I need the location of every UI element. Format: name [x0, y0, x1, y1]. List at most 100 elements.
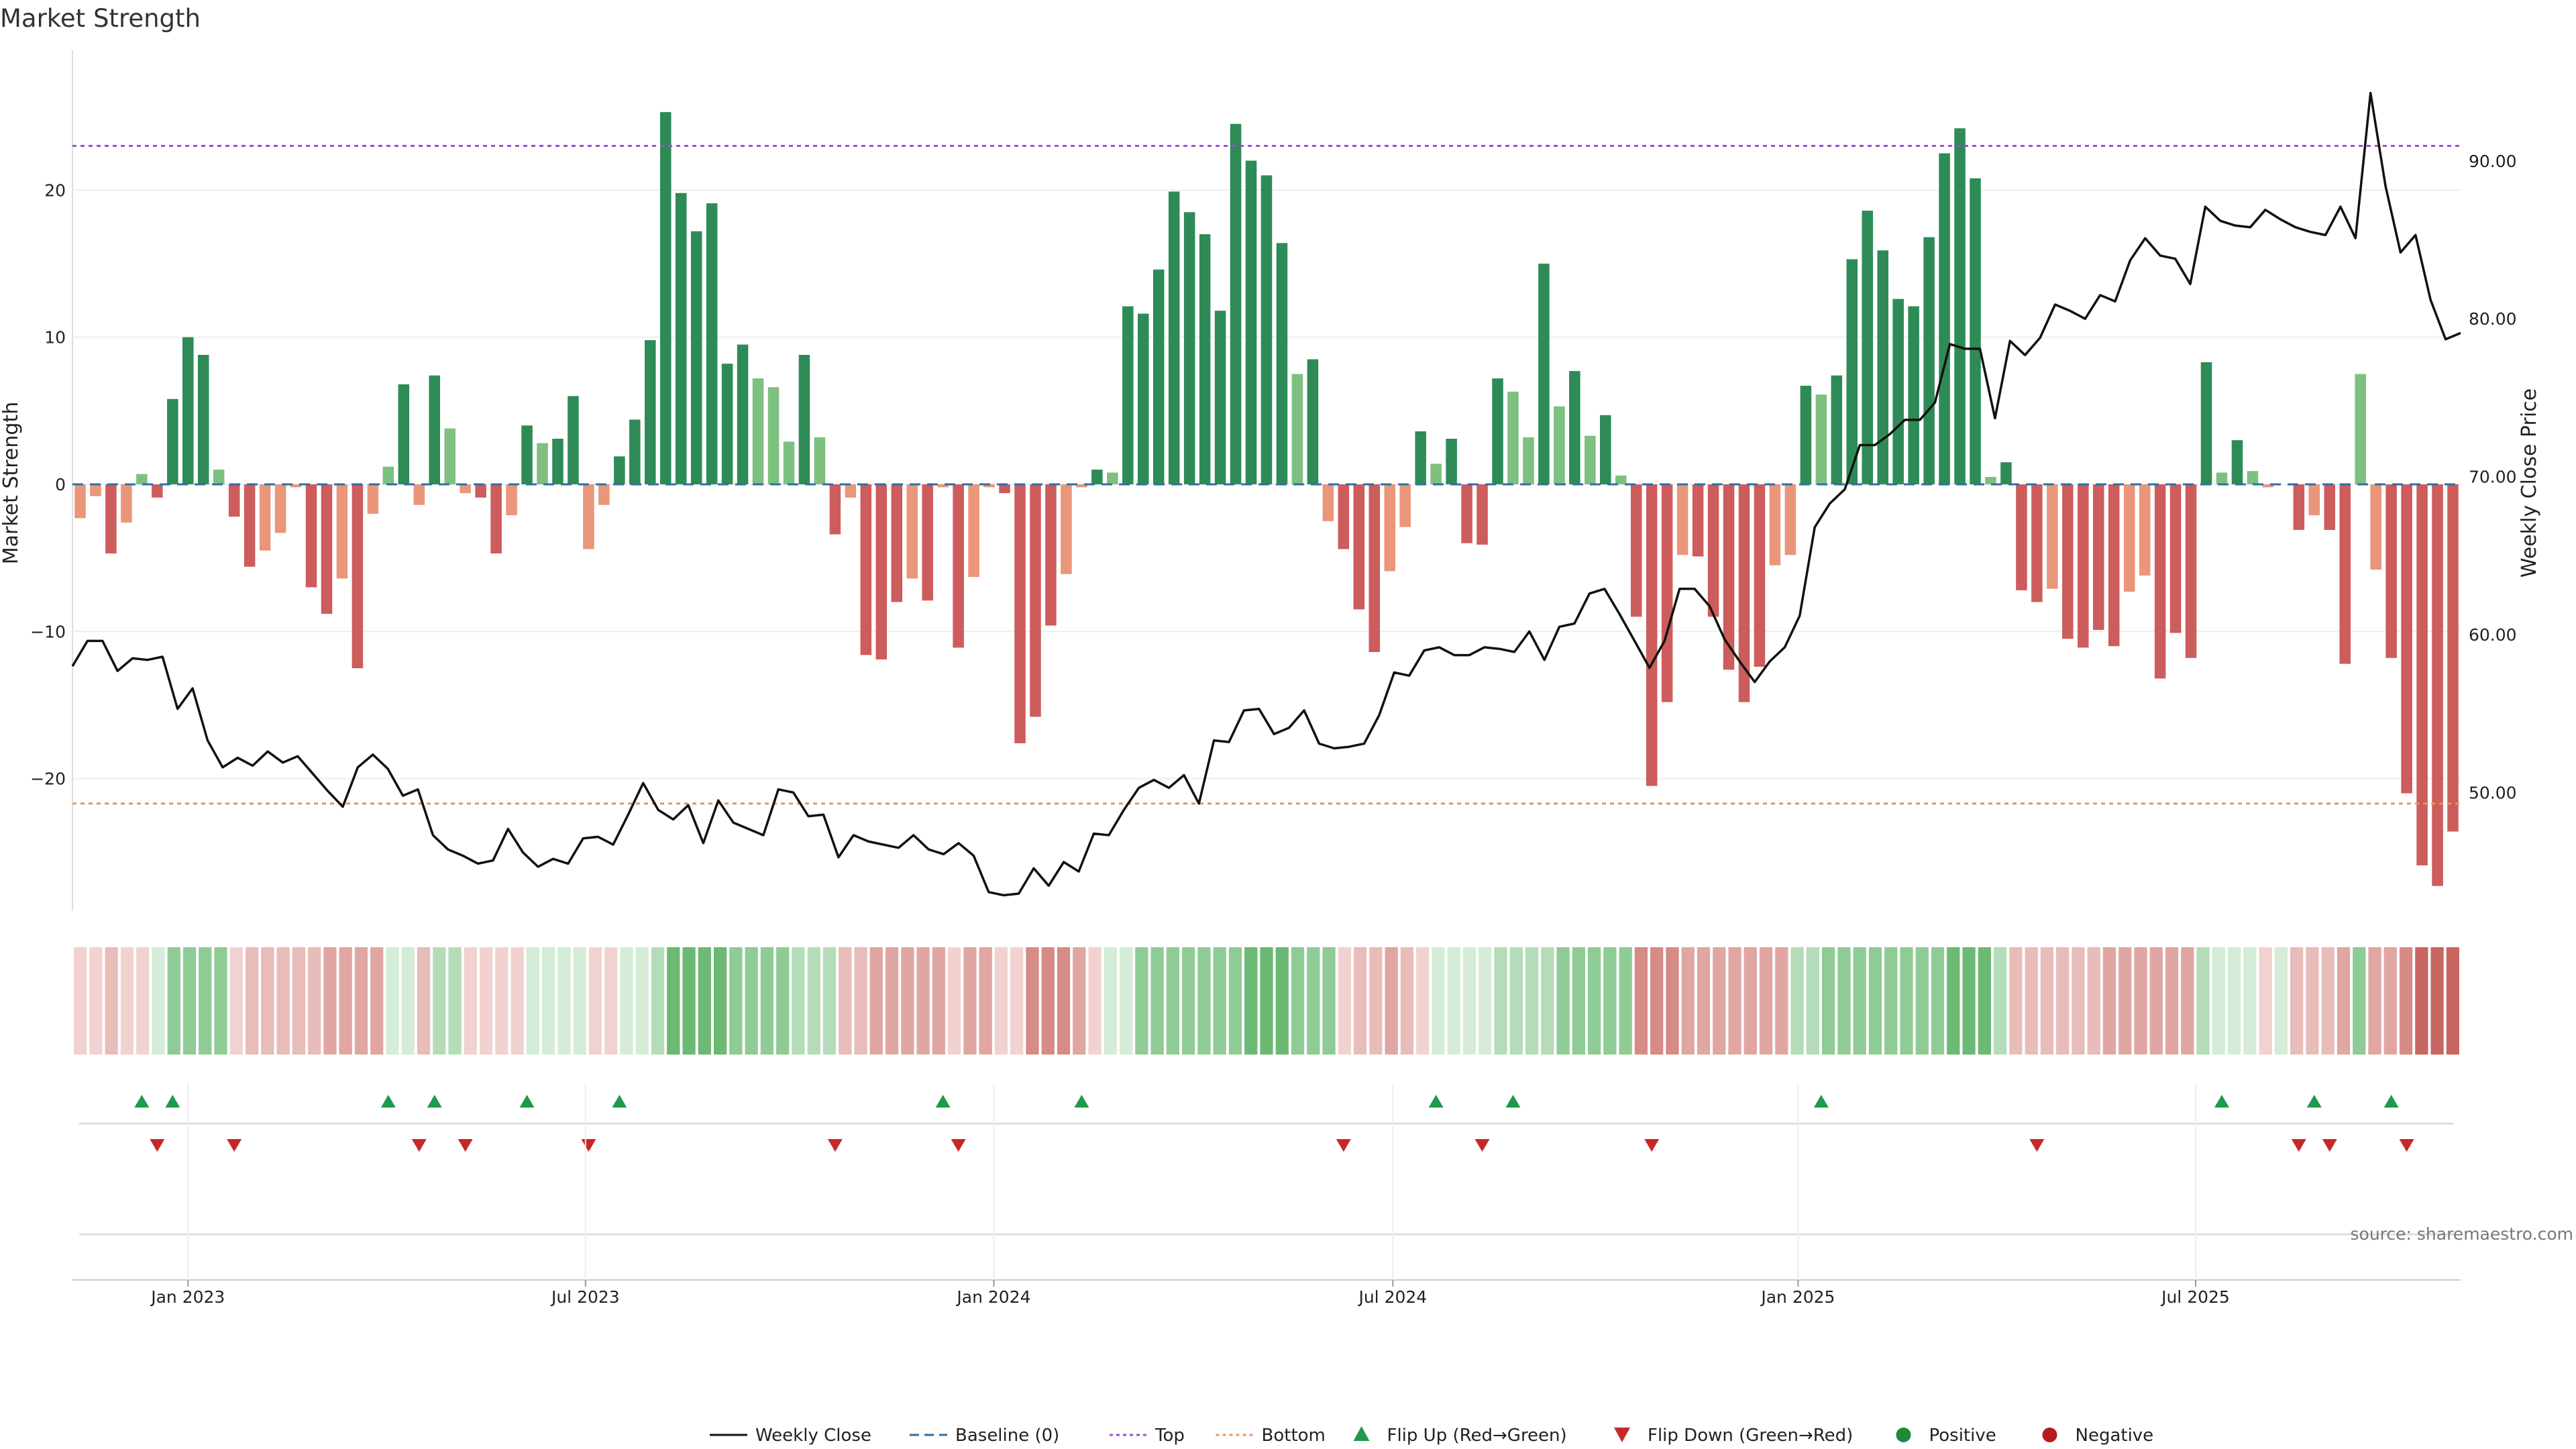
heat-cell	[1150, 947, 1164, 1055]
strength-bar	[167, 398, 178, 484]
heat-cell	[2165, 947, 2179, 1055]
flip-down-marker	[827, 1139, 843, 1152]
strength-bar	[798, 354, 810, 484]
heat-cell	[1479, 947, 1492, 1055]
strength-bar	[228, 484, 240, 517]
strength-bar	[1214, 311, 1226, 484]
heat-cell	[651, 947, 665, 1055]
y-tick-label: 10	[44, 328, 66, 347]
heat-cell	[182, 947, 197, 1055]
strength-bar	[1676, 484, 1688, 555]
heat-cell	[214, 947, 227, 1055]
heat-cell	[1619, 947, 1632, 1055]
heat-cell	[1010, 947, 1024, 1055]
strength-bar	[2447, 484, 2459, 832]
strength-bar	[1523, 437, 1534, 484]
y-tick-label: −20	[30, 769, 66, 789]
flip-up-marker	[519, 1095, 535, 1108]
heat-cell	[1525, 947, 1539, 1055]
strength-bar	[1954, 128, 1966, 484]
heat-cell	[1260, 947, 1273, 1055]
strength-bar	[367, 484, 379, 514]
strength-bar	[2308, 484, 2320, 516]
strength-bar	[1939, 153, 1950, 484]
heat-cell	[1728, 947, 1741, 1055]
heat-cell	[2353, 947, 2366, 1055]
reference-lines	[72, 145, 2461, 805]
strength-bar	[2000, 462, 2012, 484]
flip-down-marker	[2399, 1139, 2414, 1152]
heat-cell	[2134, 947, 2147, 1055]
strength-bar	[1260, 175, 1273, 484]
flip-up-marker	[134, 1095, 150, 1108]
strength-bar	[1415, 431, 1426, 484]
heat-cell	[885, 947, 899, 1055]
heat-cell	[1759, 947, 1773, 1055]
heat-cell	[1587, 947, 1601, 1055]
strength-bar	[1152, 269, 1165, 484]
heat-cell	[1400, 947, 1414, 1055]
heat-cell	[2368, 947, 2381, 1055]
flip-down-marker	[411, 1139, 427, 1152]
heat-cell	[2009, 947, 2023, 1055]
strength-bar	[2031, 484, 2043, 602]
strength-bar	[2262, 484, 2274, 488]
strength-bar	[1908, 306, 1919, 484]
strength-bar	[197, 354, 209, 484]
heat-cell	[2274, 947, 2288, 1055]
heat-cell	[2259, 947, 2272, 1055]
legend-label: Top	[1155, 1426, 1185, 1446]
strength-bar	[537, 443, 548, 484]
strength-bar	[1585, 435, 1596, 484]
heat-cell	[557, 947, 571, 1055]
chart-title: Market Strength	[0, 4, 201, 33]
strength-bar	[413, 484, 425, 505]
strength-bar	[1831, 375, 1843, 484]
legend-label: Flip Down (Green→Red)	[1648, 1426, 1853, 1446]
flip-markers	[79, 1095, 2454, 1236]
flip-up-marker	[165, 1095, 180, 1108]
heat-cell	[2306, 947, 2319, 1055]
strength-bar	[259, 484, 271, 551]
heat-cell	[1353, 947, 1367, 1055]
heat-cell	[1338, 947, 1351, 1055]
heat-cell	[1837, 947, 1851, 1055]
strength-bar	[1877, 250, 1888, 484]
strength-bar	[382, 466, 394, 484]
strength-bar	[1276, 243, 1288, 484]
heat-cell	[2149, 947, 2163, 1055]
legend-swatch	[1353, 1426, 1370, 1441]
strength-bar	[645, 340, 656, 484]
heat-cell	[698, 947, 711, 1055]
strength-bar	[2432, 484, 2443, 886]
heat-cell	[464, 947, 477, 1055]
heat-cell	[370, 947, 384, 1055]
strength-bar	[521, 425, 533, 484]
heat-cell	[1713, 947, 1726, 1055]
x-tick-label: Jul 2023	[550, 1287, 620, 1307]
heat-cell	[1244, 947, 1258, 1055]
flip-down-marker	[150, 1139, 165, 1152]
strength-bar	[767, 387, 780, 484]
strength-bar	[1399, 484, 1411, 527]
strength-bar	[598, 484, 610, 505]
strength-bar	[614, 456, 625, 484]
heat-cell	[1057, 947, 1071, 1055]
strength-bar	[1507, 391, 1519, 484]
heat-cell	[1697, 947, 1711, 1055]
flip-down-marker	[1644, 1139, 1660, 1152]
strength-bar	[1723, 484, 1735, 670]
strength-bar	[2293, 484, 2305, 530]
weekly-close-line	[71, 91, 2461, 897]
y2-axis-label: Weekly Close Price	[2518, 388, 2541, 578]
heat-cell	[667, 947, 680, 1055]
flip-down-marker	[1474, 1139, 1490, 1152]
heat-cell	[1666, 947, 1679, 1055]
strength-bar	[1030, 484, 1041, 717]
heat-cell	[2212, 947, 2225, 1055]
heat-cell	[1416, 947, 1430, 1055]
y-tick-label: 0	[55, 475, 66, 494]
strength-bar	[1492, 378, 1503, 484]
heat-cell	[2025, 947, 2038, 1055]
